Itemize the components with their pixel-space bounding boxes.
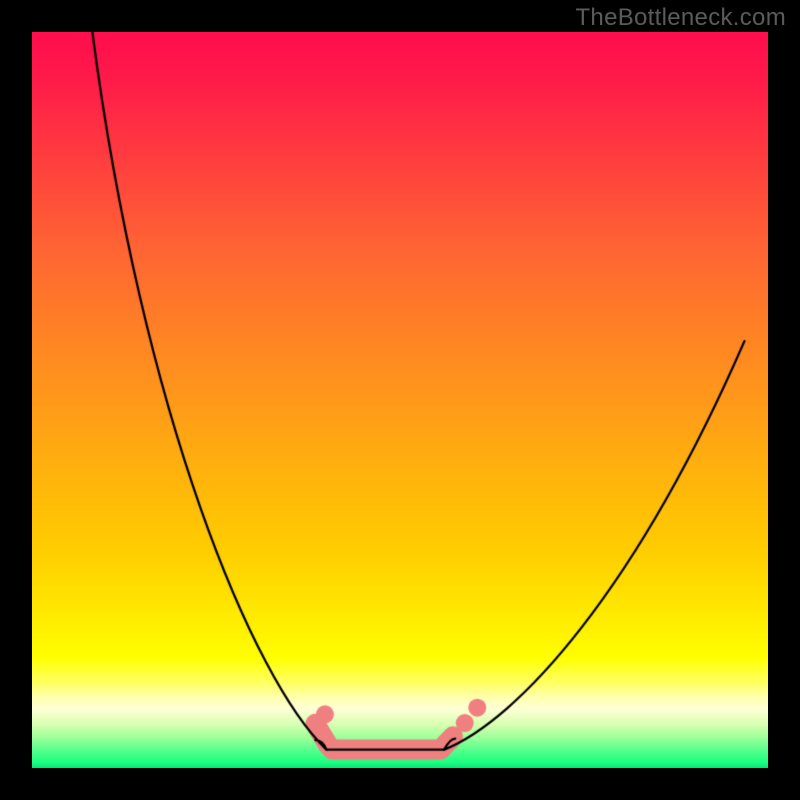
chart-canvas: [32, 32, 768, 768]
watermark-text: TheBottleneck.com: [575, 4, 786, 32]
chart-stage: TheBottleneck.com: [0, 0, 800, 800]
plot-area: [32, 32, 768, 768]
